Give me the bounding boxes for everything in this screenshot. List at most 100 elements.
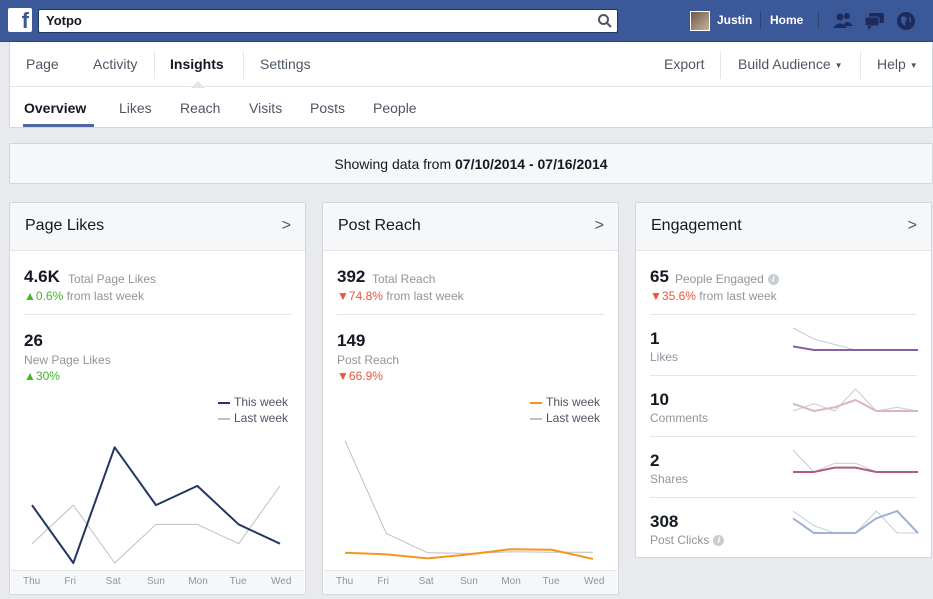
page-likes-chart	[31, 446, 281, 564]
avatar[interactable]	[690, 11, 710, 31]
change-percent: 35.6%	[661, 289, 696, 303]
build-audience-button[interactable]: Build Audience ▼	[738, 56, 843, 72]
friend-requests-icon[interactable]	[832, 11, 854, 31]
x-tick-label: Sat	[418, 576, 434, 587]
chevron-right-icon[interactable]: >	[594, 217, 604, 234]
chevron-right-icon[interactable]: >	[907, 217, 917, 234]
sparkline-this-week	[792, 509, 919, 534]
new-likes-change: ▲30%	[24, 369, 60, 383]
total-reach-value: 392	[337, 267, 366, 286]
card-title: Page Likes	[25, 217, 105, 234]
subtab-visits[interactable]: Visits	[249, 100, 283, 116]
people-engaged-text: People Engaged	[675, 272, 764, 286]
legend-swatch	[218, 417, 230, 420]
legend-swatch	[530, 417, 542, 420]
people-engaged-label: People Engaged i	[675, 272, 779, 286]
change-suffix: from last week	[699, 289, 777, 303]
subtab-posts[interactable]: Posts	[310, 100, 346, 116]
change-percent: 30%	[35, 369, 60, 383]
new-page-likes-value: 26	[24, 331, 43, 350]
x-tick-label: Wed	[584, 576, 605, 587]
user-name-link[interactable]: Justin	[717, 13, 753, 27]
x-tick-label: Wed	[271, 576, 292, 587]
tab-divider	[860, 51, 861, 79]
arrow-down-icon: ▼	[337, 289, 349, 303]
total-likes-change: ▲0.6% from last week	[24, 289, 144, 303]
post-clicks-label: Post Clicks i	[650, 533, 725, 547]
likes-label: Likes	[650, 350, 679, 364]
search-input[interactable]: Yotpo	[38, 9, 618, 33]
info-icon[interactable]: i	[713, 535, 725, 546]
x-axis-strip	[324, 570, 617, 594]
change-suffix: from last week	[386, 289, 464, 303]
x-tick-label: Fri	[64, 576, 76, 587]
search-value: Yotpo	[46, 13, 82, 28]
divider	[337, 314, 604, 315]
legend-swatch	[218, 401, 230, 404]
sparkline-this-week	[792, 398, 918, 413]
x-tick-label: Fri	[377, 576, 389, 587]
engagement-sparklines	[792, 327, 919, 534]
card-header[interactable]: Engagement >	[636, 203, 931, 251]
post-clicks-text: Post Clicks	[650, 533, 710, 547]
subtab-overview[interactable]: Overview	[24, 100, 87, 116]
card-header[interactable]: Post Reach >	[323, 203, 618, 251]
sparkline-this-week	[793, 466, 918, 473]
x-tick-label: Thu	[336, 576, 354, 587]
shares-value: 2	[650, 451, 660, 470]
shares-label: Shares	[650, 472, 689, 486]
new-page-likes-label: New Page Likes	[24, 353, 111, 367]
subtab-reach[interactable]: Reach	[180, 100, 221, 116]
messages-icon[interactable]	[864, 11, 886, 31]
chevron-right-icon[interactable]: >	[281, 217, 291, 234]
subtab-likes[interactable]: Likes	[119, 100, 152, 116]
divider	[650, 436, 917, 437]
date-range-prefix: Showing data from	[334, 156, 452, 172]
legend-label: This week	[234, 395, 289, 409]
x-tick-label: Mon	[501, 576, 521, 587]
info-icon[interactable]: i	[767, 274, 779, 285]
tab-divider	[243, 51, 244, 79]
x-tick-label: Tue	[542, 576, 560, 587]
tab-page[interactable]: Page	[26, 56, 59, 72]
date-range-value: 07/10/2014 - 07/16/2014	[455, 156, 608, 172]
help-button[interactable]: Help ▼	[877, 56, 918, 72]
post-clicks-value: 308	[650, 512, 679, 531]
home-link[interactable]: Home	[770, 13, 804, 27]
comments-label: Comments	[650, 411, 709, 425]
notifications-globe-icon[interactable]	[895, 11, 917, 31]
divider	[650, 375, 917, 376]
search-icon[interactable]	[597, 13, 613, 29]
legend-label: This week	[546, 395, 601, 409]
arrow-up-icon: ▲	[24, 369, 36, 383]
help-label: Help	[877, 56, 906, 72]
page-header: Page Activity Insights Settings Export B…	[9, 42, 933, 128]
page-likes-card: Page Likes > 4.6K Total Page Likes ▲0.6%…	[9, 202, 306, 595]
subtab-people[interactable]: People	[373, 100, 417, 116]
active-subtab-underline	[23, 124, 94, 127]
card-title: Engagement	[651, 217, 742, 234]
series-line-this-week	[344, 548, 594, 560]
total-reach-change: ▼74.8% from last week	[337, 289, 464, 303]
post-reach-change: ▼66.9%	[337, 369, 383, 383]
page-tabs: Page Activity Insights Settings Export B…	[10, 42, 932, 88]
engaged-change: ▼35.6% from last week	[650, 289, 777, 303]
tab-settings[interactable]: Settings	[260, 56, 311, 72]
change-suffix: from last week	[66, 289, 144, 303]
tab-insights[interactable]: Insights	[170, 56, 224, 72]
arrow-down-icon: ▼	[337, 369, 349, 383]
legend-last-week: Last week	[218, 411, 288, 425]
comments-value: 10	[650, 390, 669, 409]
total-page-likes-label: Total Page Likes	[68, 272, 157, 286]
total-page-likes-value: 4.6K	[24, 267, 60, 286]
card-header[interactable]: Page Likes >	[10, 203, 305, 251]
divider	[650, 497, 917, 498]
date-range-banner: Showing data from 07/10/2014 - 07/16/201…	[9, 143, 933, 184]
x-tick-label: Sat	[105, 576, 121, 587]
caret-down-icon: ▼	[834, 60, 843, 70]
facebook-logo[interactable]: f	[8, 8, 32, 33]
tab-activity[interactable]: Activity	[93, 56, 138, 72]
legend-label: Last week	[234, 411, 289, 425]
export-button[interactable]: Export	[664, 56, 705, 72]
legend-swatch	[530, 401, 542, 404]
